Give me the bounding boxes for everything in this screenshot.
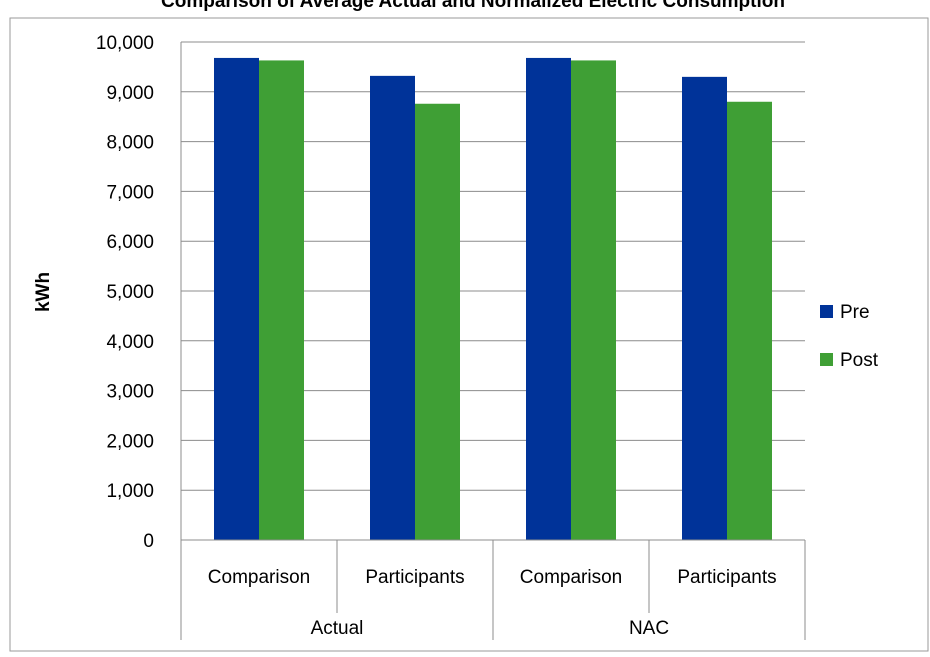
y-tick-label: 0	[143, 531, 154, 552]
y-tick-label: 9,000	[106, 83, 154, 104]
x-tick-label: Comparison	[208, 567, 310, 588]
y-axis-label: kWh	[33, 272, 54, 312]
legend: Pre Post	[820, 302, 879, 371]
bar-pre	[370, 75, 415, 540]
bar-pre	[526, 57, 571, 540]
y-tick-label: 3,000	[106, 382, 154, 403]
legend-swatch	[820, 353, 833, 366]
chart-title: Comparison of Average Actual and Normali…	[161, 0, 785, 12]
bar-post	[259, 60, 304, 541]
x-tick-label: Participants	[365, 567, 464, 588]
bar-pre	[214, 57, 259, 540]
y-tick-label: 5,000	[106, 282, 154, 303]
chart-frame	[9, 17, 929, 652]
y-tick-label: 10,000	[96, 33, 154, 54]
group-label: NAC	[629, 618, 669, 639]
bar-post	[415, 103, 460, 540]
x-tick-label: Comparison	[520, 567, 622, 588]
y-tick-label: 2,000	[106, 431, 154, 452]
y-tick-label: 7,000	[106, 182, 154, 203]
legend-label: Pre	[840, 302, 870, 323]
bar-post	[727, 101, 772, 540]
axes: 0 1,000 2,000 3,000 4,000 5,000 6,000 7,000 8,00…	[96, 33, 806, 640]
bar-post	[571, 60, 616, 541]
y-tick-label: 6,000	[106, 232, 154, 253]
legend-label: Post	[840, 350, 879, 371]
x-tick-label: Participants	[677, 567, 776, 588]
y-tick-label: 8,000	[106, 133, 154, 154]
bar-pre	[682, 76, 727, 541]
y-tick-label: 1,000	[106, 481, 154, 502]
y-tick-label: 4,000	[106, 332, 154, 353]
legend-swatch	[820, 305, 833, 318]
group-label: Actual	[311, 618, 364, 639]
bars	[214, 57, 772, 541]
